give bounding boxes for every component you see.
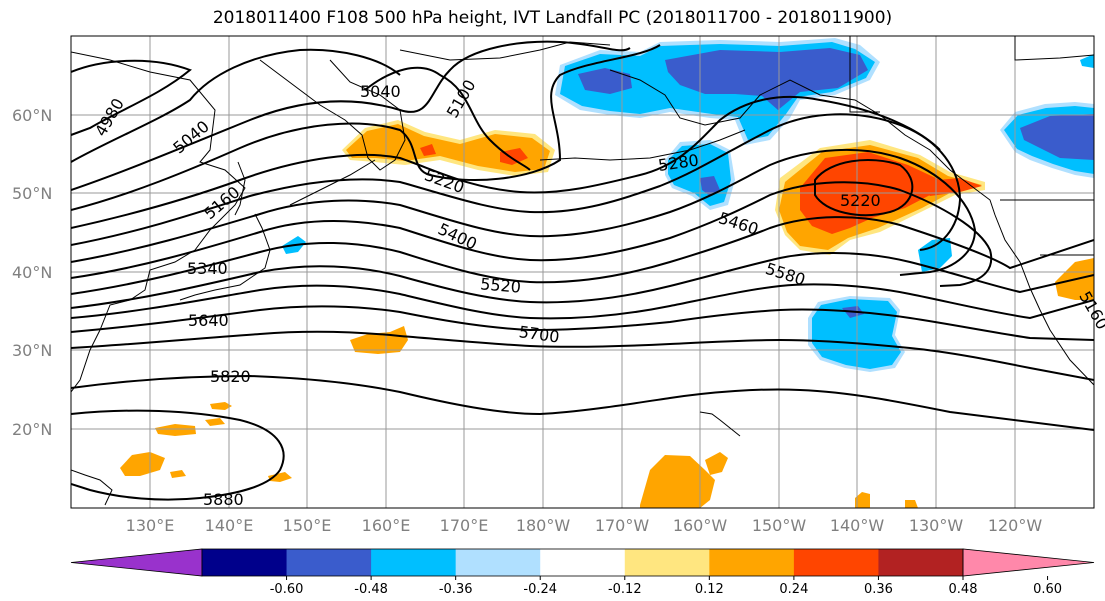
colorbar-segment	[793, 549, 879, 576]
colorbar-segment	[286, 549, 372, 576]
colorbar-tick-label: -0.36	[439, 582, 473, 597]
lon-label: 120°W	[988, 516, 1043, 535]
colorbar-frame	[201, 548, 964, 577]
map-title: 2018011400 F108 500 hPa height, IVT Land…	[212, 8, 893, 28]
contour-5460	[71, 216, 1094, 295]
shade-micronesia2	[210, 402, 232, 410]
contour-label: 5340	[187, 259, 228, 278]
shade-kamchatka-strong2	[420, 144, 436, 156]
lat-label: 30°N	[12, 341, 52, 360]
colorbar-extend-max	[962, 548, 1095, 577]
shade-hawaii-south2	[705, 452, 728, 475]
shade-canada-small	[918, 238, 952, 272]
colorbar-segment	[371, 549, 457, 576]
shade-bering-strong	[665, 48, 868, 110]
coast-na-west	[994, 214, 1094, 386]
shade-micronesia5	[170, 470, 186, 478]
coast-kuril	[289, 159, 376, 206]
colorbar-tick-label: 0.48	[949, 582, 978, 597]
contour-5400	[71, 181, 993, 287]
colorbar-tick-label: 0.12	[695, 582, 724, 597]
shade-micronesia4	[268, 472, 292, 482]
height-contours	[71, 40, 1094, 501]
contour-5160	[71, 44, 661, 211]
shade-japan-south	[350, 326, 408, 354]
lon-label: 160°E	[362, 516, 411, 535]
shade-philippines	[120, 452, 165, 476]
shade-south-edge2	[905, 500, 918, 508]
lon-label: 140°E	[205, 516, 254, 535]
contour-5580	[71, 283, 1094, 320]
lon-label: 150°W	[752, 516, 807, 535]
lon-label: 130°E	[126, 516, 175, 535]
contour-5340	[71, 148, 977, 276]
shade-ne-corner	[1080, 54, 1094, 68]
colorbar-tick-label: -0.48	[354, 582, 388, 597]
shade-hawaii-south	[640, 455, 715, 508]
border-canada	[1014, 36, 1094, 61]
shade-kamchatka-mid	[346, 124, 550, 172]
lon-label: 140°W	[830, 516, 885, 535]
contour-5280	[71, 113, 962, 251]
contour-5700	[71, 330, 1094, 381]
lat-label: 40°N	[12, 263, 52, 282]
map-frame	[70, 35, 1095, 509]
lon-label: 130°W	[909, 516, 964, 535]
colorbar-tick-label: -0.12	[608, 582, 642, 597]
contour-label: 5820	[210, 367, 251, 386]
contour-label: 5640	[188, 311, 229, 330]
coast-sakhalin	[234, 161, 246, 216]
contour-5880	[71, 409, 285, 501]
lon-label: 150°E	[283, 516, 332, 535]
colorbar-segment	[709, 549, 795, 576]
shade-micronesia3	[205, 418, 225, 426]
coast-hawaii	[699, 411, 741, 437]
contour-5040-east	[364, 66, 531, 171]
contour-label: 5040	[360, 82, 401, 101]
colorbar-segment	[540, 549, 626, 576]
contour-label: 5220	[840, 191, 881, 210]
lon-label: 170°W	[595, 516, 650, 535]
colorbar-tick-label: -0.24	[523, 582, 557, 597]
shade-kamchatka-strong	[500, 148, 528, 165]
lon-label: 180°W	[516, 516, 571, 535]
shade-bering-strong2	[578, 68, 632, 94]
contour-label: 5880	[203, 490, 244, 509]
lon-label: 170°E	[440, 516, 489, 535]
colorbar-tick-label: -0.60	[270, 582, 304, 597]
contour-4980	[71, 59, 192, 136]
coast-alaska	[609, 69, 996, 216]
coast-aleutians	[539, 129, 746, 161]
colorbar-segment	[624, 549, 710, 576]
colorbar-tick-label: 0.60	[1033, 582, 1062, 597]
colorbar-segment	[455, 549, 541, 576]
colorbar: -0.60 -0.48 -0.36 -0.24 -0.12 0.12 0.24 0.36 0.4…	[70, 548, 1095, 597]
colorbar-segment	[202, 549, 288, 576]
colorbar-tick-label: 0.24	[779, 582, 808, 597]
colorbar-extend-min	[70, 548, 203, 577]
shade-micronesia1	[155, 424, 196, 436]
colorbar-segment	[878, 549, 964, 576]
shade-south-edge	[855, 492, 870, 508]
contour-5220-west	[71, 95, 941, 229]
lon-label: 160°W	[673, 516, 728, 535]
coast-kamchatka	[259, 59, 406, 171]
contour-5520	[71, 252, 1094, 309]
lat-label: 50°N	[12, 184, 52, 203]
contour-5100	[71, 40, 631, 191]
contour-label: 5520	[479, 274, 521, 296]
contour-5640	[71, 305, 1094, 341]
latitude-labels: 60°N 50°N 40°N 30°N 20°N	[12, 106, 52, 439]
lat-label: 60°N	[12, 106, 52, 125]
longitude-labels: 130°E 140°E 150°E 160°E 170°E 180°W 170°…	[126, 516, 1043, 535]
contour-5820	[71, 374, 1094, 431]
shade-aleutian-strong	[700, 176, 720, 196]
contour-5040-west	[71, 48, 401, 163]
lat-label: 20°N	[12, 420, 52, 439]
shade-canada-strong	[1020, 114, 1094, 160]
colorbar-tick-label: 0.36	[864, 582, 893, 597]
